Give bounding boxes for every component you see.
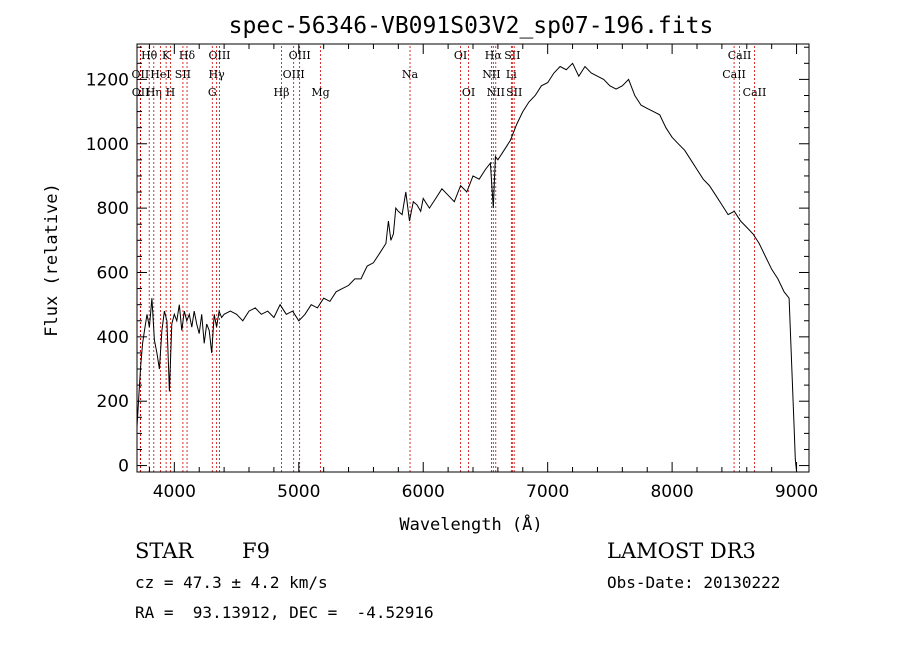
y-tick-label-2: 400 bbox=[97, 328, 129, 348]
redshift-readout: cz = 47.3 ± 4.2 km/s bbox=[135, 573, 328, 592]
y-tick-label-1: 200 bbox=[97, 392, 129, 412]
x-tick-label-0: 4000 bbox=[153, 482, 196, 502]
line-label-19: Hα bbox=[485, 49, 503, 62]
object-subclass: F9 bbox=[242, 539, 270, 563]
line-label-7: Hδ bbox=[179, 49, 196, 62]
y-axis-label: Flux (relative) bbox=[42, 183, 62, 337]
line-label-25: CaII bbox=[728, 49, 752, 62]
x-axis-label: Wavelength (Å) bbox=[399, 513, 542, 535]
line-label-24: SII bbox=[506, 86, 522, 99]
line-label-10: Hγ bbox=[209, 68, 226, 81]
line-label-23: NII bbox=[487, 86, 505, 99]
plot-frame bbox=[136, 43, 810, 473]
line-label-15: Mg bbox=[311, 86, 329, 99]
line-label-2: OII bbox=[132, 86, 150, 99]
spectrum-line bbox=[136, 62, 798, 473]
coordinates-readout: RA = 93.13912, DEC = -4.52916 bbox=[135, 603, 434, 622]
line-label-26: CaII bbox=[722, 68, 746, 81]
line-label-18: OI bbox=[462, 86, 475, 99]
line-label-9: OIII bbox=[208, 49, 230, 62]
y-tick-label-0: 0 bbox=[118, 457, 129, 477]
y-tick-label-4: 800 bbox=[97, 199, 129, 219]
x-tick-label-4: 8000 bbox=[650, 482, 693, 502]
line-label-4: K bbox=[162, 49, 171, 62]
x-tick-label-3: 7000 bbox=[526, 482, 569, 502]
chart-title: spec-56346-VB091S03V2_sp07-196.fits bbox=[229, 13, 714, 39]
line-label-21: NII bbox=[482, 68, 500, 81]
x-tick-label-2: 6000 bbox=[402, 482, 445, 502]
x-tick-label-1: 5000 bbox=[277, 482, 320, 502]
line-label-17: OI bbox=[454, 49, 467, 62]
object-class: STAR bbox=[135, 539, 194, 563]
obs-date: Obs-Date: 20130222 bbox=[607, 573, 781, 592]
axes: 4000 5000 6000 7000 8000 9000 0 200 400 600 800 100… bbox=[86, 44, 818, 502]
survey-label: LAMOST DR3 bbox=[607, 539, 756, 563]
line-label-22: Li bbox=[506, 68, 517, 81]
line-label-13: OIII bbox=[283, 68, 305, 81]
y-tick-label-5: 1000 bbox=[86, 135, 129, 155]
line-label-11: G bbox=[208, 86, 217, 99]
line-label-6: H bbox=[166, 86, 176, 99]
line-label-27: CaII bbox=[743, 86, 767, 99]
y-tick-label-6: 1200 bbox=[86, 70, 129, 90]
line-label-0: Hθ bbox=[141, 49, 158, 62]
line-label-12: OIII bbox=[289, 49, 311, 62]
line-label-14: Hβ bbox=[274, 86, 290, 99]
y-tick-label-3: 600 bbox=[97, 263, 129, 283]
x-tick-label-5: 9000 bbox=[775, 482, 818, 502]
line-label-5: HeI bbox=[150, 68, 170, 81]
line-label-20: SII bbox=[504, 49, 520, 62]
line-label-3: Hη bbox=[146, 86, 162, 99]
line-label-8: SII bbox=[175, 68, 191, 81]
line-label-16: Na bbox=[402, 68, 419, 81]
